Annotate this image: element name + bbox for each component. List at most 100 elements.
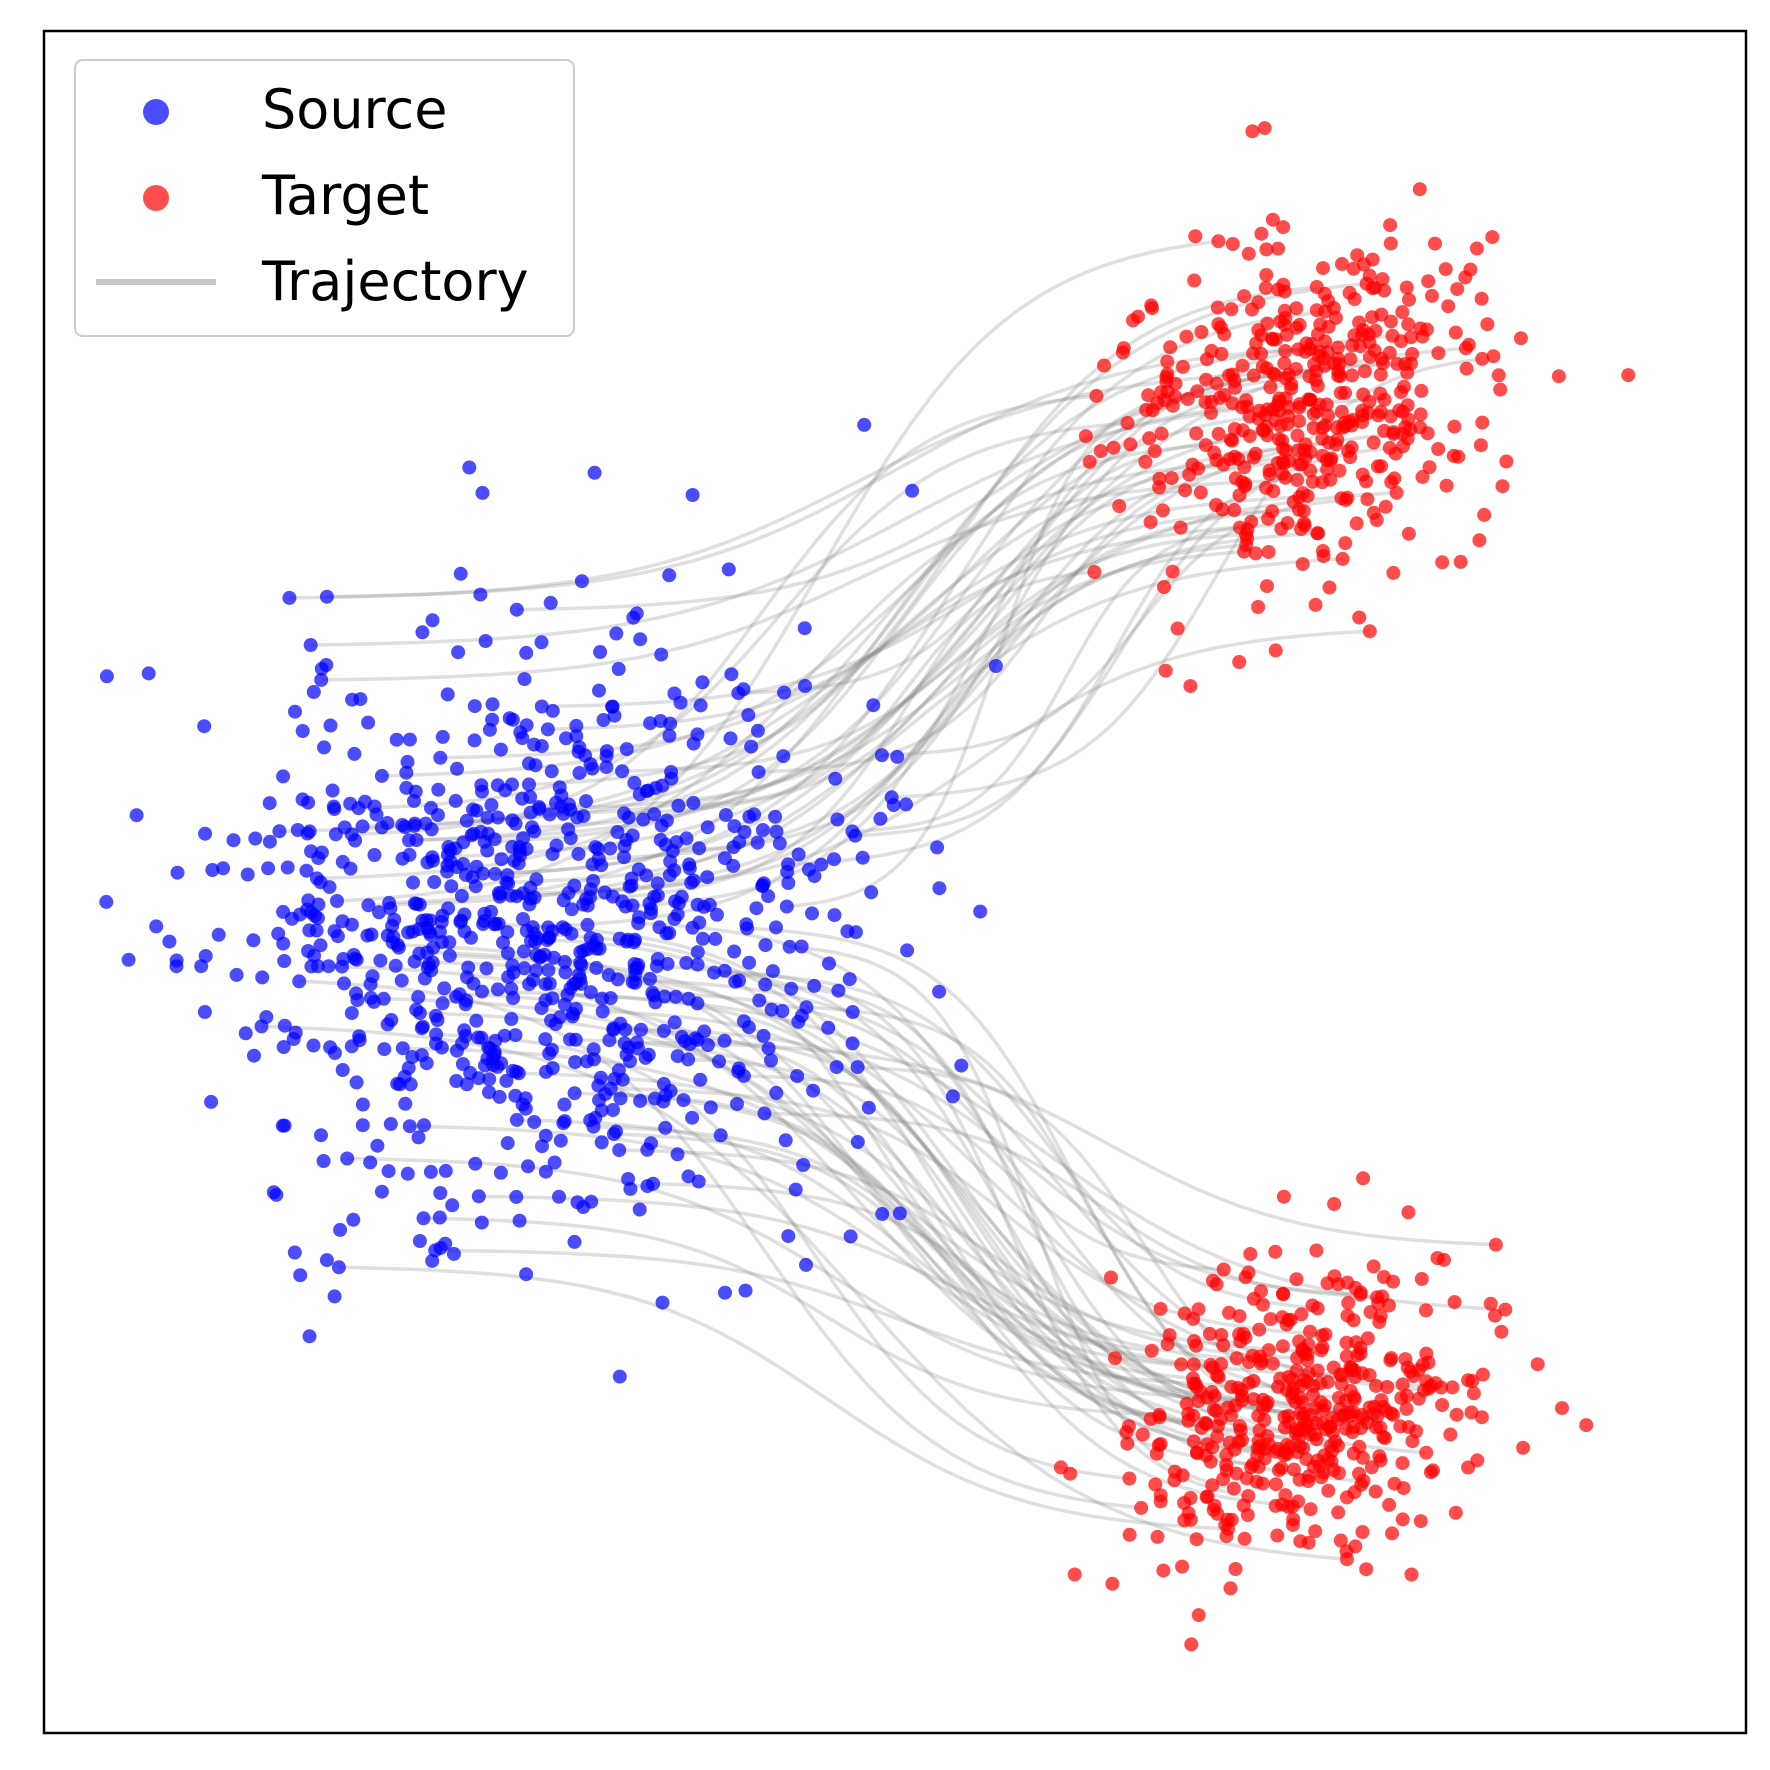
target-point [1227, 503, 1242, 517]
target-point [1447, 419, 1462, 434]
source-point [467, 699, 482, 714]
source-point [592, 683, 606, 698]
source-point [686, 795, 701, 810]
target-point [1269, 398, 1284, 413]
source-point [337, 976, 351, 991]
target-point [1246, 368, 1261, 383]
target-point [1493, 382, 1508, 397]
source-point [674, 889, 689, 904]
source-point [301, 944, 316, 958]
target-point [1183, 679, 1198, 694]
source-point [480, 810, 495, 825]
target-point [1087, 565, 1102, 579]
target-point [1303, 1427, 1318, 1442]
target-point [1271, 241, 1286, 256]
target-point [1316, 351, 1331, 366]
legend-target-marker [143, 185, 169, 211]
target-point [1308, 1524, 1323, 1539]
trajectory-line [409, 1124, 1325, 1408]
source-point [573, 955, 588, 970]
source-point [449, 989, 464, 1004]
source-point [169, 959, 184, 974]
source-point [415, 625, 430, 640]
target-point [1477, 507, 1492, 522]
target-point [1093, 444, 1108, 459]
trajectory-line [539, 531, 1319, 811]
source-point [721, 562, 736, 577]
target-point [1249, 1474, 1264, 1489]
target-point [1188, 229, 1203, 244]
target-point [1290, 473, 1305, 487]
source-point [467, 733, 482, 748]
source-point [654, 647, 669, 662]
source-point [605, 699, 620, 714]
target-point [1395, 1377, 1410, 1392]
target-point [1425, 288, 1439, 303]
source-point [731, 686, 746, 701]
source-point [262, 834, 277, 849]
source-point [327, 924, 342, 939]
target-point [1486, 349, 1501, 364]
source-point [781, 1229, 796, 1244]
source-point [534, 635, 549, 650]
source-point [517, 961, 532, 976]
source-point [432, 1210, 447, 1225]
source-point [850, 1060, 865, 1075]
source-point [692, 841, 707, 856]
target-point [1160, 354, 1175, 369]
target-point [1303, 1324, 1317, 1339]
target-point [1555, 1401, 1569, 1416]
target-point [1154, 426, 1169, 441]
source-point [750, 835, 765, 850]
target-point [1211, 234, 1226, 249]
target-point [1298, 437, 1313, 452]
source-point [557, 1097, 572, 1112]
target-point [1469, 241, 1484, 256]
source-point [248, 831, 263, 846]
source-point [471, 1189, 486, 1204]
source-point [658, 837, 673, 852]
target-point [1430, 1251, 1445, 1265]
target-point [1373, 367, 1388, 382]
target-point [1449, 1407, 1464, 1422]
target-point [1499, 454, 1514, 469]
trajectory-line [574, 1091, 1285, 1457]
source-point [791, 847, 806, 862]
target-point [1173, 520, 1188, 535]
source-point [411, 1130, 426, 1145]
trajectory-line [338, 1265, 1229, 1531]
target-point [1323, 453, 1338, 468]
target-point [1222, 452, 1237, 466]
source-point [493, 1165, 508, 1180]
target-point [1177, 1513, 1192, 1528]
legend-trajectory-label: Trajectory [261, 250, 529, 313]
source-point [416, 1211, 431, 1226]
source-point [633, 632, 648, 647]
source-point [442, 948, 457, 963]
trajectory-line [598, 440, 1329, 861]
target-point [1551, 369, 1566, 384]
source-point [549, 838, 564, 853]
target-point [1268, 1244, 1283, 1259]
target-point [1277, 1410, 1292, 1425]
target-point [1347, 328, 1362, 343]
source-point [873, 811, 888, 826]
target-point [1339, 1349, 1354, 1364]
source-point [496, 935, 510, 950]
target-point [1411, 1391, 1426, 1406]
source-point [682, 857, 697, 872]
source-point [290, 823, 305, 837]
target-point [1362, 268, 1377, 283]
source-point [621, 1040, 636, 1055]
target-point [1263, 380, 1278, 395]
source-point [282, 590, 297, 605]
source-point [340, 1151, 355, 1166]
target-point [1269, 332, 1283, 347]
source-point [275, 1118, 290, 1133]
source-point [405, 1050, 420, 1064]
source-point [584, 1194, 599, 1209]
source-point [796, 1158, 811, 1172]
source-point [512, 843, 527, 858]
source-point [569, 976, 583, 991]
